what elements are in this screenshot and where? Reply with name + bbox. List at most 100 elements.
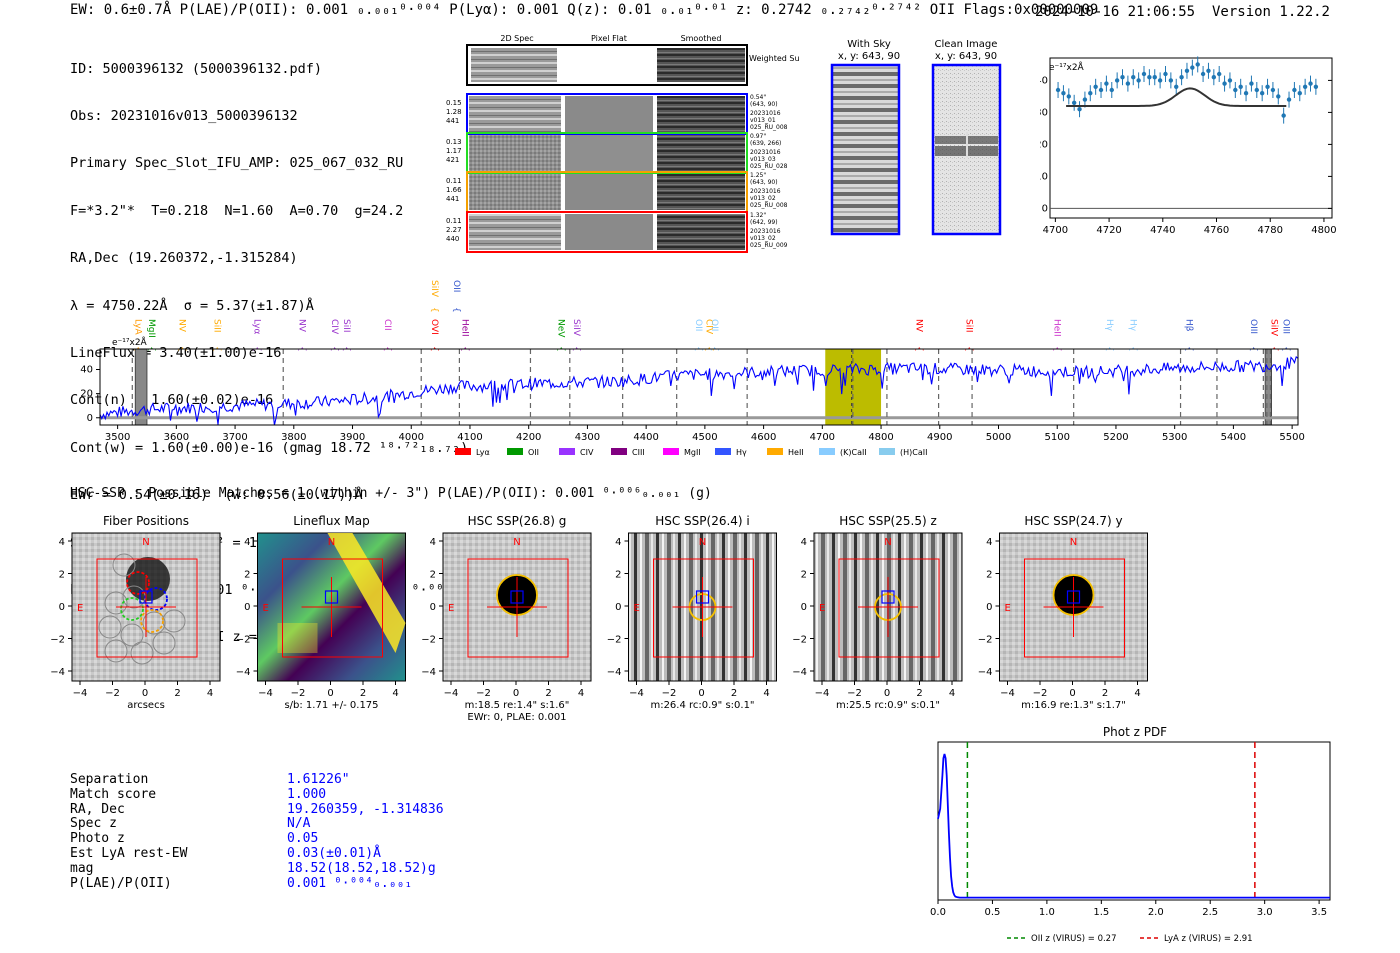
pdf-curve <box>937 753 1330 899</box>
row-value: 0.11 <box>446 217 462 225</box>
match-row: mag 18.52(18.52,18.52)g <box>70 861 490 877</box>
emission-label: LyA <box>132 319 142 336</box>
data-point <box>1077 107 1082 112</box>
data-point <box>1082 97 1088 102</box>
x-tick-label: −2 <box>291 688 306 699</box>
header-timestamp: 2024-10-16 21:06:55 Version 1.22.2 <box>1035 4 1330 20</box>
match-value: 19.260359, -1.314836 <box>287 801 444 817</box>
x-tick-label: 4 <box>763 688 769 699</box>
match-label: Separation <box>70 772 149 787</box>
x-tick-label: 4300 <box>575 432 600 443</box>
x-tick-label: 4780 <box>1258 225 1283 236</box>
line-zoom-plot: 4700 4720 4740 4760 4780 4800 0 10 20 30 40 e⁻¹⁷x2… <box>1040 50 1340 238</box>
data-point <box>1233 87 1238 93</box>
row-meta: 0.97" <box>750 133 766 140</box>
target-box <box>324 590 339 604</box>
x-tick-label: 3600 <box>164 432 189 443</box>
y-tick-label: 4 <box>615 537 621 548</box>
x-tick-label: 4 <box>207 688 213 699</box>
emission-label: SiII <box>341 319 351 333</box>
x-tick-label: 2 <box>545 688 551 699</box>
panel-caption: m:16.9 re:1.3" s:1.7" <box>1021 700 1126 711</box>
y-tick-label: −4 <box>792 667 807 678</box>
row-meta: (643, 90) <box>750 101 778 108</box>
data-point <box>1313 84 1319 89</box>
north-label: N <box>1070 537 1077 548</box>
match-value: 0.05 <box>287 831 319 847</box>
col-title-smoothed: Smoothed <box>681 34 722 43</box>
info-line: Obs: 20231016v013_5000396132 <box>70 107 298 124</box>
x-tick-label: 4400 <box>633 432 658 443</box>
y-tick-label: −4 <box>236 667 251 678</box>
y-tick-label: −4 <box>978 667 993 678</box>
legend-swatch <box>559 448 575 455</box>
data-point <box>1259 91 1265 96</box>
with-sky-image <box>830 63 901 236</box>
data-point <box>1120 75 1125 80</box>
y-tick-label: 4 <box>986 537 992 548</box>
info-line: λ = 4750.22Å σ = 5.37(±1.87)Å <box>70 297 314 314</box>
zoom-unit-label: e⁻¹⁷x2Å <box>1049 61 1085 73</box>
data-point <box>1174 84 1179 89</box>
match-value: 1.000 <box>287 786 327 802</box>
x-tick-label: 2.0 <box>1148 907 1164 918</box>
match-label: P(LAE)/P(OII) <box>70 875 172 891</box>
x-tick-label: 2 <box>1102 688 1108 699</box>
fiber-circle <box>120 623 144 647</box>
north-label: N <box>884 537 891 548</box>
row-meta: 025_RU_009 <box>750 242 788 249</box>
x-tick-label: −2 <box>476 688 491 699</box>
timestamp: 2024-10-16 21:06:55 <box>1034 4 1196 20</box>
match-label: Photo z <box>70 831 125 847</box>
row-value: 1.17 <box>446 147 462 155</box>
flux-hotspot <box>277 623 318 653</box>
legend-label: CIV <box>580 448 594 457</box>
x-tick-label: 5200 <box>1103 432 1128 443</box>
cutout-row: 0.13 1.17 421 0.97" (639, 266) 20231016 … <box>446 132 788 174</box>
emission-label: SiII <box>963 319 973 333</box>
fiber-circle <box>142 611 166 635</box>
target-box <box>510 590 524 604</box>
x-tick-label: 0 <box>142 688 148 699</box>
y-tick-label: 30 <box>1040 107 1048 118</box>
data-point <box>1184 68 1190 73</box>
x-tick-label: 0 <box>327 688 333 699</box>
emission-label: SiIV <box>429 280 439 298</box>
data-point <box>1088 91 1093 96</box>
y-tick-label: −2 <box>792 635 807 646</box>
x-tick-label: 4800 <box>1311 225 1336 236</box>
x-tick-label: −4 <box>1000 688 1015 699</box>
info-line: Cont(w) = 1.60(±0.00)e-16 (gmag 18.72 ¹⁸… <box>70 439 469 456</box>
x-tick-label: 5300 <box>1162 432 1187 443</box>
x-tick-label: 1.5 <box>1093 907 1109 918</box>
panel-title: Lineflux Map <box>293 514 369 528</box>
y-tick-label: 0 <box>244 602 250 613</box>
emission-label: HeII <box>1051 319 1061 337</box>
hsc-summary: HSC-SSP : Possible Matches = 1 (within +… <box>70 486 712 501</box>
fiber-circle <box>112 553 136 577</box>
legend-label: LyA z (VIRUS) = 2.91 <box>1164 934 1253 944</box>
x-tick-label: 2 <box>174 688 180 699</box>
data-point <box>1163 71 1168 77</box>
x-tick-label: 4 <box>578 688 584 699</box>
panel-title: HSC SSP(24.7) y <box>1024 514 1122 528</box>
legend-label: (H)CaII <box>900 448 927 457</box>
fov-box <box>467 558 569 658</box>
east-label: E <box>77 603 83 614</box>
header-summary: EW: 0.6±0.7Å P(LAE)/P(OII): 0.001 ₀.₀₀₁⁰… <box>70 2 1099 18</box>
x-tick-label: 4200 <box>516 432 541 443</box>
row-meta: v013_01 <box>750 117 776 124</box>
cutout-row: 0.15 1.28 441 0.54" (643, 90) 20231016 v… <box>446 93 788 135</box>
data-point <box>1168 78 1174 83</box>
x-tick-label: 0 <box>1069 688 1075 699</box>
x-tick-label: 4 <box>392 688 398 699</box>
data-point <box>1093 84 1098 89</box>
x-tick-label: 4500 <box>692 432 717 443</box>
x-tick-label: 2 <box>360 688 366 699</box>
data-point <box>1114 78 1120 83</box>
y-tick-label: −2 <box>236 635 251 646</box>
data-point <box>1066 94 1071 99</box>
col-title-2dspec: 2D Spec <box>500 34 533 43</box>
emission-label: NV <box>297 319 307 333</box>
fov-box <box>838 558 940 658</box>
